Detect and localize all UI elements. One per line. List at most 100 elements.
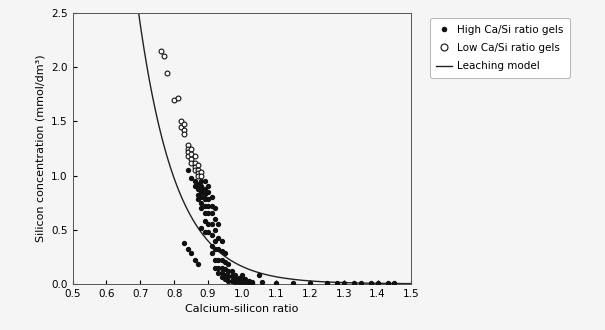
Low Ca/Si ratio gels xyxy=(163,70,172,75)
Leaching model xyxy=(243,266,250,270)
X-axis label: Calcium-silicon ratio: Calcium-silicon ratio xyxy=(185,304,299,314)
High Ca/Si ratio gels xyxy=(356,280,365,286)
High Ca/Si ratio gels xyxy=(203,197,213,202)
High Ca/Si ratio gels xyxy=(200,218,209,224)
Low Ca/Si ratio gels xyxy=(183,143,192,148)
High Ca/Si ratio gels xyxy=(224,268,234,274)
Low Ca/Si ratio gels xyxy=(190,164,200,170)
High Ca/Si ratio gels xyxy=(227,278,237,283)
High Ca/Si ratio gels xyxy=(197,184,206,189)
Leaching model xyxy=(168,169,175,173)
Leaching model xyxy=(333,280,341,284)
Low Ca/Si ratio gels xyxy=(190,168,200,173)
Legend: High Ca/Si ratio gels, Low Ca/Si ratio gels, Leaching model: High Ca/Si ratio gels, Low Ca/Si ratio g… xyxy=(430,18,570,78)
High Ca/Si ratio gels xyxy=(237,280,247,285)
Low Ca/Si ratio gels xyxy=(169,97,179,102)
High Ca/Si ratio gels xyxy=(254,273,264,278)
Low Ca/Si ratio gels xyxy=(186,151,196,156)
High Ca/Si ratio gels xyxy=(210,205,220,211)
High Ca/Si ratio gels xyxy=(247,279,257,284)
High Ca/Si ratio gels xyxy=(305,280,315,285)
High Ca/Si ratio gels xyxy=(203,203,213,209)
High Ca/Si ratio gels xyxy=(180,240,189,245)
High Ca/Si ratio gels xyxy=(197,205,206,211)
High Ca/Si ratio gels xyxy=(224,262,234,267)
High Ca/Si ratio gels xyxy=(241,279,250,284)
High Ca/Si ratio gels xyxy=(241,280,250,285)
High Ca/Si ratio gels xyxy=(241,277,250,282)
High Ca/Si ratio gels xyxy=(332,280,342,286)
High Ca/Si ratio gels xyxy=(207,243,217,248)
High Ca/Si ratio gels xyxy=(203,229,213,235)
Low Ca/Si ratio gels xyxy=(176,119,186,124)
High Ca/Si ratio gels xyxy=(200,178,209,183)
Line: Leaching model: Leaching model xyxy=(139,13,411,283)
High Ca/Si ratio gels xyxy=(190,178,200,183)
High Ca/Si ratio gels xyxy=(210,247,220,252)
High Ca/Si ratio gels xyxy=(217,249,226,254)
Low Ca/Si ratio gels xyxy=(183,146,192,151)
High Ca/Si ratio gels xyxy=(186,251,196,256)
High Ca/Si ratio gels xyxy=(203,211,213,216)
High Ca/Si ratio gels xyxy=(193,262,203,267)
Low Ca/Si ratio gels xyxy=(190,160,200,165)
High Ca/Si ratio gels xyxy=(217,257,226,263)
High Ca/Si ratio gels xyxy=(214,222,223,227)
High Ca/Si ratio gels xyxy=(190,257,200,263)
High Ca/Si ratio gels xyxy=(183,247,192,252)
High Ca/Si ratio gels xyxy=(197,189,206,194)
High Ca/Si ratio gels xyxy=(200,211,209,216)
High Ca/Si ratio gels xyxy=(210,265,220,270)
High Ca/Si ratio gels xyxy=(197,225,206,230)
High Ca/Si ratio gels xyxy=(217,238,226,243)
High Ca/Si ratio gels xyxy=(217,270,226,276)
High Ca/Si ratio gels xyxy=(258,279,267,284)
Leaching model xyxy=(307,279,314,283)
High Ca/Si ratio gels xyxy=(217,275,226,280)
High Ca/Si ratio gels xyxy=(210,227,220,232)
High Ca/Si ratio gels xyxy=(244,278,253,283)
Low Ca/Si ratio gels xyxy=(193,171,203,176)
Low Ca/Si ratio gels xyxy=(186,157,196,162)
Leaching model xyxy=(332,280,339,284)
High Ca/Si ratio gels xyxy=(186,175,196,181)
High Ca/Si ratio gels xyxy=(227,268,237,274)
High Ca/Si ratio gels xyxy=(220,266,230,271)
High Ca/Si ratio gels xyxy=(373,280,382,286)
High Ca/Si ratio gels xyxy=(214,257,223,263)
High Ca/Si ratio gels xyxy=(366,280,376,286)
High Ca/Si ratio gels xyxy=(237,273,247,278)
High Ca/Si ratio gels xyxy=(214,270,223,276)
High Ca/Si ratio gels xyxy=(224,274,234,279)
High Ca/Si ratio gels xyxy=(210,216,220,221)
High Ca/Si ratio gels xyxy=(234,279,243,284)
High Ca/Si ratio gels xyxy=(197,195,206,200)
High Ca/Si ratio gels xyxy=(197,178,206,183)
Low Ca/Si ratio gels xyxy=(197,173,206,178)
High Ca/Si ratio gels xyxy=(220,251,230,256)
Low Ca/Si ratio gels xyxy=(159,54,169,59)
High Ca/Si ratio gels xyxy=(193,192,203,198)
Low Ca/Si ratio gels xyxy=(173,95,183,100)
Low Ca/Si ratio gels xyxy=(183,153,192,159)
High Ca/Si ratio gels xyxy=(207,232,217,238)
High Ca/Si ratio gels xyxy=(349,280,359,286)
High Ca/Si ratio gels xyxy=(200,197,209,202)
Leaching model xyxy=(224,256,231,260)
Low Ca/Si ratio gels xyxy=(180,121,189,126)
High Ca/Si ratio gels xyxy=(271,280,281,285)
High Ca/Si ratio gels xyxy=(220,277,230,282)
High Ca/Si ratio gels xyxy=(197,186,206,191)
High Ca/Si ratio gels xyxy=(193,182,203,187)
High Ca/Si ratio gels xyxy=(207,203,217,209)
High Ca/Si ratio gels xyxy=(390,280,399,286)
High Ca/Si ratio gels xyxy=(231,277,240,282)
High Ca/Si ratio gels xyxy=(207,222,217,227)
High Ca/Si ratio gels xyxy=(214,236,223,241)
Low Ca/Si ratio gels xyxy=(193,168,203,173)
Low Ca/Si ratio gels xyxy=(193,162,203,167)
High Ca/Si ratio gels xyxy=(200,229,209,235)
High Ca/Si ratio gels xyxy=(193,186,203,191)
High Ca/Si ratio gels xyxy=(203,222,213,227)
Leaching model xyxy=(408,281,415,285)
